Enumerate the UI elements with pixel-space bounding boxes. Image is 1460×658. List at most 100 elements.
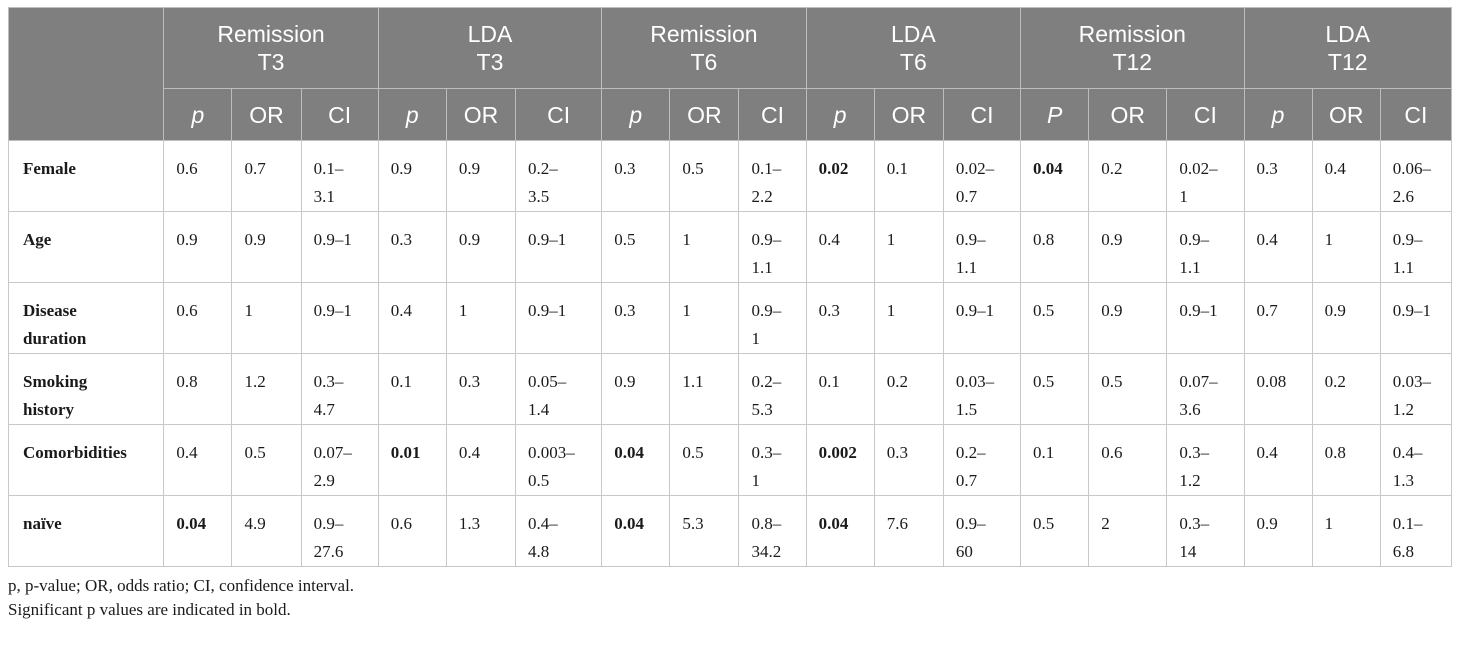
confidence-interval-cell: 0.9– 1.1 — [738, 211, 807, 283]
odds-ratio-cell: 1 — [873, 282, 944, 354]
odds-ratio-cell: 0.9 — [445, 211, 517, 283]
odds-ratio-cell: 0.9 — [1088, 282, 1168, 354]
subheader-or: OR — [669, 88, 740, 141]
odds-ratio-cell: 0.2 — [873, 353, 944, 425]
confidence-interval-cell: 0.03– 1.5 — [942, 353, 1022, 425]
confidence-interval-cell: 0.9– 1.1 — [942, 211, 1022, 283]
corner-header-cell — [7, 7, 165, 141]
confidence-interval-cell: 0.2– 0.7 — [942, 424, 1022, 496]
p-value-cell: 0.1 — [1020, 424, 1090, 496]
p-value-cell: 0.04 — [601, 495, 671, 567]
confidence-interval-cell: 0.9–1 — [1379, 282, 1453, 354]
p-value-cell: 0.5 — [1020, 282, 1090, 354]
p-value-cell: 0.9 — [601, 353, 671, 425]
confidence-interval-cell: 0.9–1 — [942, 282, 1022, 354]
p-value-cell: 0.04 — [1020, 140, 1090, 212]
group-header-lda-t6: LDA T6 — [805, 7, 1022, 89]
confidence-interval-cell: 0.8– 34.2 — [738, 495, 807, 567]
subheader-or: OR — [1088, 88, 1168, 141]
odds-ratio-cell: 0.3 — [445, 353, 517, 425]
odds-ratio-cell: 1.1 — [669, 353, 740, 425]
odds-ratio-cell: 1 — [873, 211, 944, 283]
p-value-cell: 0.4 — [377, 282, 447, 354]
table-row: Female 0.6 0.7 0.1– 3.1 0.9 0.9 0.2– 3.5 0.3 0.5… — [7, 140, 1453, 212]
table-row: Age 0.9 0.9 0.9–1 0.3 0.9 0.9–1 0.5 1 0.9– 1.1 0.4… — [7, 211, 1453, 283]
odds-ratio-cell: 1 — [1311, 211, 1381, 283]
group-header-remission-t3: Remission T3 — [163, 7, 379, 89]
p-value-cell: 0.9 — [377, 140, 447, 212]
p-value-cell: 0.1 — [377, 353, 447, 425]
confidence-interval-cell: 0.9– 60 — [942, 495, 1022, 567]
odds-ratio-cell: 1 — [231, 282, 302, 354]
confidence-interval-cell: 0.2– 3.5 — [515, 140, 603, 212]
subheader-ci: CI — [1166, 88, 1245, 141]
odds-ratio-cell: 0.8 — [1311, 424, 1381, 496]
row-label: Age — [7, 211, 165, 283]
odds-ratio-cell: 1 — [669, 211, 740, 283]
odds-ratio-cell: 2 — [1088, 495, 1168, 567]
subheader-p: p — [601, 88, 671, 141]
odds-ratio-cell: 0.5 — [1088, 353, 1168, 425]
table-row: Smoking history 0.8 1.2 0.3– 4.7 0.1 0.3 0.05–… — [7, 353, 1453, 425]
odds-ratio-cell: 1.3 — [445, 495, 517, 567]
confidence-interval-cell: 0.9–1 — [300, 282, 379, 354]
odds-ratio-cell: 0.5 — [669, 140, 740, 212]
confidence-interval-cell: 0.4– 4.8 — [515, 495, 603, 567]
odds-ratio-cell: 1 — [445, 282, 517, 354]
confidence-interval-cell: 0.9–1 — [300, 211, 379, 283]
odds-ratio-cell: 0.9 — [445, 140, 517, 212]
p-value-cell: 0.5 — [1020, 353, 1090, 425]
subheader-ci: CI — [1379, 88, 1453, 141]
odds-ratio-cell: 0.9 — [231, 211, 302, 283]
row-label: Smoking history — [7, 353, 165, 425]
p-value-cell: 0.8 — [1020, 211, 1090, 283]
odds-ratio-cell: 0.2 — [1311, 353, 1381, 425]
odds-ratio-cell: 1 — [1311, 495, 1381, 567]
confidence-interval-cell: 0.3– 4.7 — [300, 353, 379, 425]
p-value-cell: 0.04 — [163, 495, 233, 567]
odds-ratio-cell: 0.9 — [1088, 211, 1168, 283]
confidence-interval-cell: 0.06– 2.6 — [1379, 140, 1453, 212]
subheader-or: OR — [231, 88, 302, 141]
p-value-cell: 0.01 — [377, 424, 447, 496]
row-label: Comorbidities — [7, 424, 165, 496]
confidence-interval-cell: 0.07– 3.6 — [1166, 353, 1245, 425]
subheader-ci: CI — [515, 88, 603, 141]
confidence-interval-cell: 0.1– 2.2 — [738, 140, 807, 212]
subheader-p: P — [1020, 88, 1090, 141]
confidence-interval-cell: 0.03– 1.2 — [1379, 353, 1453, 425]
subheader-ci: CI — [942, 88, 1022, 141]
confidence-interval-cell: 0.1– 6.8 — [1379, 495, 1453, 567]
confidence-interval-cell: 0.9– 1 — [738, 282, 807, 354]
p-value-cell: 0.3 — [1243, 140, 1313, 212]
group-header-remission-t6: Remission T6 — [601, 7, 807, 89]
odds-ratio-cell: 0.1 — [873, 140, 944, 212]
p-value-cell: 0.04 — [805, 495, 875, 567]
p-value-cell: 0.08 — [1243, 353, 1313, 425]
subheader-ci: CI — [300, 88, 379, 141]
p-value-cell: 0.02 — [805, 140, 875, 212]
subheader-p: p — [805, 88, 875, 141]
confidence-interval-cell: 0.02– 1 — [1166, 140, 1245, 212]
confidence-interval-cell: 0.3– 1 — [738, 424, 807, 496]
p-value-cell: 0.3 — [601, 282, 671, 354]
table-row: Disease duration 0.6 1 0.9–1 0.4 1 0.9–1 0.3 1 0.… — [7, 282, 1453, 354]
footnote-abbreviations: p, p-value; OR, odds ratio; CI, confiden… — [8, 576, 355, 595]
group-header-remission-t12: Remission T12 — [1020, 7, 1245, 89]
subheader-p: p — [377, 88, 447, 141]
table-footnotes: p, p-value; OR, odds ratio; CI, confiden… — [8, 574, 1452, 622]
group-header-lda-t12: LDA T12 — [1243, 7, 1452, 89]
subheader-p: p — [163, 88, 233, 141]
table-row: Comorbidities 0.4 0.5 0.07– 2.9 0.01 0.4 0.003… — [7, 424, 1453, 496]
odds-ratio-cell: 0.5 — [669, 424, 740, 496]
p-value-cell: 0.3 — [805, 282, 875, 354]
p-value-cell: 0.9 — [1243, 495, 1313, 567]
logistic-regression-table: Remission T3 LDA T3 Remission T6 LDA T6 … — [7, 7, 1453, 567]
odds-ratio-cell: 4.9 — [231, 495, 302, 567]
row-label: naïve — [7, 495, 165, 567]
row-label: Female — [7, 140, 165, 212]
p-value-cell: 0.5 — [1020, 495, 1090, 567]
p-value-cell: 0.6 — [377, 495, 447, 567]
p-value-cell: 0.6 — [163, 282, 233, 354]
p-value-cell: 0.5 — [601, 211, 671, 283]
